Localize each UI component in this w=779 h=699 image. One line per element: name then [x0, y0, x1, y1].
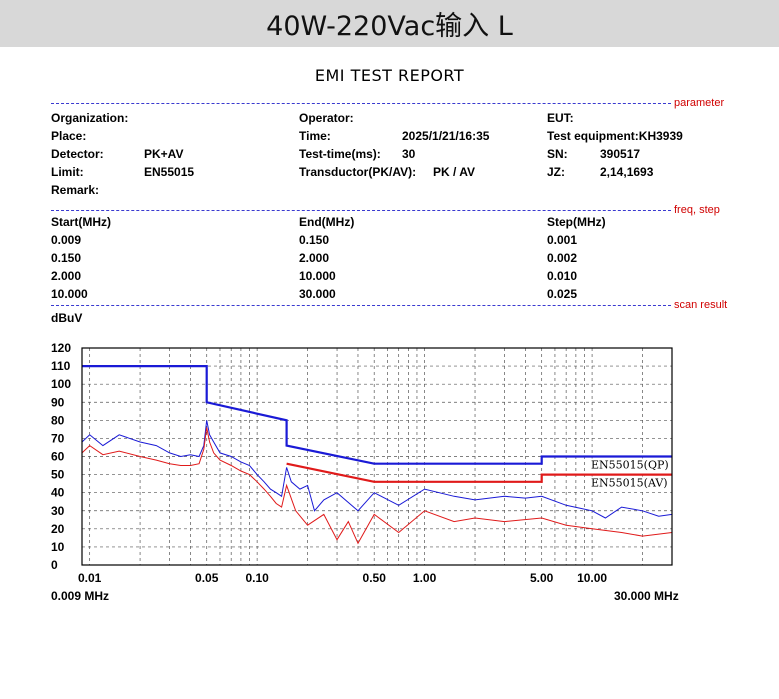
x-tick-label: 0.10	[245, 571, 269, 585]
eut-label: EUT:	[547, 111, 574, 125]
limit-label-background	[589, 458, 669, 472]
y-tick-label: 110	[51, 359, 71, 373]
y-tick-label: 80	[51, 413, 65, 427]
y-tick-label: 40	[51, 486, 65, 500]
sn-value: 390517	[600, 147, 641, 161]
series-peak-trace	[81, 420, 673, 519]
y-tick-label: 60	[51, 450, 65, 464]
jz-label: JZ:	[547, 165, 565, 179]
divider-parameter	[51, 103, 671, 104]
y-tick-label: 100	[51, 377, 71, 391]
testtime-value: 30	[402, 147, 416, 161]
chart-lines	[81, 365, 673, 545]
step-cell: 0.009	[51, 233, 82, 247]
y-tick-label: 120	[51, 341, 71, 355]
limit-line-av	[286, 462, 672, 483]
chart-labels: 0 10 20 30 40 50 60 70 80 90 100 110 120 0.01 0.05 0.10…	[51, 341, 669, 585]
step-cell: 0.010	[547, 269, 578, 283]
plot-frame	[81, 347, 673, 566]
x-tick-label: 5.00	[530, 571, 554, 585]
limit-value: EN55015	[144, 165, 195, 179]
divider-freq-step	[51, 210, 671, 211]
detector-label: Detector:	[51, 147, 104, 161]
step-cell: 0.150	[299, 233, 330, 247]
x-tick-label: 0.01	[78, 571, 102, 585]
limit-label: Limit:	[51, 165, 84, 179]
banner: 40W-220Vac输入 L	[0, 0, 779, 47]
series-average-trace	[81, 427, 673, 545]
y-tick-label: 20	[51, 522, 65, 536]
step-header-start: Start(MHz)	[51, 215, 111, 229]
step-header-step: Step(MHz)	[547, 215, 606, 229]
place-label: Place:	[51, 129, 87, 143]
x-tick-label: 0.05	[195, 571, 219, 585]
report-title: EMI TEST REPORT	[314, 66, 465, 85]
y-tick-label: 70	[51, 431, 65, 445]
x-tick-label: 1.00	[413, 571, 437, 585]
step-cell: 0.150	[51, 251, 82, 265]
detector-value: PK+AV	[144, 147, 184, 161]
limit-label-qp: EN55015(QP)	[591, 459, 669, 472]
y-tick-label: 90	[51, 395, 65, 409]
y-tick-label: 30	[51, 504, 65, 518]
step-cell: 0.002	[547, 251, 578, 265]
y-tick-label: 50	[51, 468, 65, 482]
x-tick-label: 10.00	[577, 571, 607, 585]
step-cell: 0.001	[547, 233, 578, 247]
y-tick-label: 0	[51, 558, 58, 572]
step-cell: 0.025	[547, 287, 578, 301]
testtime-label: Test-time(ms):	[299, 147, 381, 161]
step-cell: 10.000	[51, 287, 88, 301]
step-cell: 2.000	[51, 269, 82, 283]
test-equipment: Test equipment:KH3939	[547, 129, 683, 143]
x-end-label: 30.000 MHz	[614, 589, 679, 603]
operator-label: Operator:	[299, 111, 354, 125]
y-axis-unit-label: dBuV	[51, 311, 83, 325]
tag-scan-result: scan result	[674, 299, 728, 311]
x-start-label: 0.009 MHz	[51, 589, 110, 603]
transductor-label: Transductor(PK/AV):	[299, 165, 417, 179]
limit-label-av: EN55015(AV)	[591, 477, 668, 490]
time-label: Time:	[299, 129, 331, 143]
transductor-value: PK / AV	[433, 165, 476, 179]
remark-label: Remark:	[51, 183, 100, 197]
time-value: 2025/1/21/16:35	[402, 129, 490, 143]
step-cell: 2.000	[299, 251, 330, 265]
organization-label: Organization:	[51, 111, 129, 125]
limit-line-qp	[82, 365, 672, 465]
limit-label-background	[589, 476, 669, 490]
step-cell: 10.000	[299, 269, 336, 283]
divider-scan-result	[51, 305, 671, 306]
banner-title: 40W-220Vac输入 L	[266, 11, 513, 42]
step-cell: 30.000	[299, 287, 336, 301]
jz-value: 2,14,1693	[600, 165, 654, 179]
tag-parameter: parameter	[674, 97, 725, 109]
tag-freq-step: freq, step	[674, 204, 720, 216]
sn-label: SN:	[547, 147, 568, 161]
step-header-end: End(MHz)	[299, 215, 355, 229]
x-tick-label: 0.50	[363, 571, 387, 585]
y-tick-label: 10	[51, 540, 65, 554]
